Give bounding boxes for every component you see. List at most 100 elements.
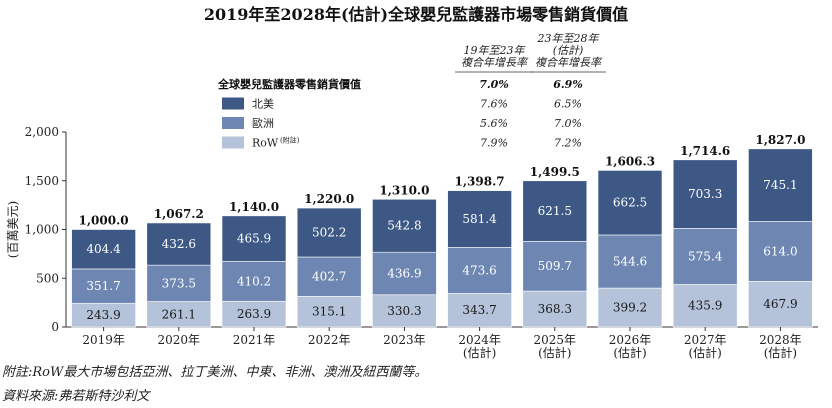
x-tick-label: 2027年 — [684, 333, 727, 347]
cagr-header-2: (估計) — [553, 44, 584, 57]
x-tick-label: 2026年 — [609, 333, 652, 347]
x-tick-label: 2024年 — [458, 333, 501, 347]
bar-segment — [221, 260, 287, 302]
y-tick-label: 1,000 — [25, 223, 59, 237]
bar-value-label: 662.5 — [613, 196, 647, 210]
bar-total-label: 1,714.6 — [680, 144, 730, 158]
x-tick-note: (估計) — [613, 345, 646, 360]
x-tick-label: 2021年 — [233, 333, 276, 347]
bar-value-label: 373.5 — [162, 276, 196, 290]
bar-value-label: 351.7 — [86, 279, 120, 293]
bar-segment — [146, 301, 212, 328]
legend-swatch — [222, 97, 244, 110]
bar-total-label: 1,067.2 — [154, 207, 204, 221]
bar-total-label: 1,140.0 — [229, 200, 279, 214]
y-tick-label: 500 — [36, 271, 59, 285]
bar-segment — [372, 198, 437, 253]
legend-label: RoW — [252, 137, 279, 150]
bar-value-label: 509.7 — [538, 259, 572, 273]
cagr-value-1: 5.6% — [480, 117, 508, 130]
bar-value-label: 315.1 — [312, 305, 346, 319]
bar-chart: 2019年至2028年(估計)全球嬰兒監護器市場零售銷貨價值 (百萬美元) 0 500… — [6, 5, 818, 360]
bar-value-label: 410.2 — [237, 274, 271, 288]
x-tick-note: (估計) — [463, 345, 496, 360]
bar-segment — [597, 170, 663, 236]
bar-value-label: 404.4 — [86, 242, 121, 256]
bar-value-label: 502.2 — [312, 226, 346, 240]
legend-superscript: (附註) — [280, 136, 300, 145]
bar-segment — [522, 241, 588, 292]
cagr-value-2: 7.2% — [554, 137, 582, 150]
bar-segment — [296, 295, 362, 328]
bar-segment — [748, 281, 813, 328]
bar-value-label: 243.9 — [86, 308, 120, 322]
x-tick-label: 2019年 — [82, 333, 125, 347]
bar-value-label: 542.8 — [387, 219, 421, 233]
bar-value-label: 581.4 — [462, 212, 497, 226]
bar-total-label: 1,220.0 — [304, 192, 354, 206]
bar-total-label: 1,310.0 — [379, 183, 429, 197]
bar-segment — [672, 284, 738, 328]
cagr-total-1: 7.0% — [479, 78, 509, 91]
bar-total-label: 1,499.5 — [530, 165, 580, 179]
cagr-header-2: 23年至28年 — [537, 32, 600, 45]
cagr-value-2: 6.5% — [554, 98, 582, 111]
bar-segment — [447, 293, 512, 328]
bar-value-label: 703.3 — [688, 187, 722, 201]
legend-swatch — [222, 136, 244, 149]
cagr-header-2: 複合年增長率 — [535, 56, 603, 69]
cagr-header-1: 複合年增長率 — [461, 56, 529, 69]
bar-value-label: 368.3 — [538, 302, 572, 316]
bar-segment — [146, 222, 212, 266]
x-tick-label: 2022年 — [308, 333, 351, 347]
bar-value-label: 432.6 — [162, 237, 196, 251]
y-tick-label: 0 — [51, 320, 59, 334]
bar-segment — [748, 148, 813, 222]
bar-segment — [748, 221, 813, 282]
bar-value-label: 402.7 — [312, 270, 346, 284]
bar-segment — [447, 247, 512, 294]
footnote-source: 資料來源:弗若斯特沙利文 — [2, 389, 150, 404]
bar-segment — [597, 234, 663, 289]
bar-value-label: 745.1 — [763, 178, 797, 192]
bar-segment — [372, 251, 437, 296]
bar-segment — [447, 190, 512, 248]
x-tick-label: 2023年 — [383, 333, 426, 347]
x-tick-note: (估計) — [764, 345, 797, 360]
legend-title: 全球嬰兒監護器零售銷貨價值 — [217, 77, 361, 91]
legend-swatch — [222, 117, 244, 129]
bar-value-label: 343.7 — [462, 303, 496, 317]
bar-value-label: 614.0 — [763, 244, 797, 258]
bar-value-label: 467.9 — [763, 297, 797, 311]
bar-value-label: 473.6 — [462, 263, 496, 277]
bar-value-label: 621.5 — [538, 204, 572, 218]
bar-value-label: 435.9 — [688, 299, 722, 313]
bar-segment — [296, 256, 362, 297]
bar-value-label: 465.9 — [237, 232, 271, 246]
bar-value-label: 436.9 — [387, 266, 421, 280]
cagr-total-2: 6.9% — [553, 78, 583, 91]
bar-segment — [672, 228, 738, 285]
cagr-value-1: 7.9% — [480, 137, 508, 150]
legend-label: 歐洲 — [252, 116, 274, 130]
footnote-note: 附註:RoW最大市場包括亞洲、拉丁美洲、中東、非洲、澳洲及紐西蘭等。 — [2, 365, 428, 380]
x-tick-note: (估計) — [689, 345, 722, 360]
bar-value-label: 261.1 — [162, 307, 196, 321]
bar-value-label: 263.9 — [237, 307, 271, 321]
bar-value-label: 399.2 — [613, 301, 647, 315]
bar-segment — [221, 215, 287, 262]
x-tick-label: 2025年 — [534, 333, 577, 347]
bar-value-label: 330.3 — [387, 304, 421, 318]
bar-segment — [146, 264, 212, 302]
bar-segment — [71, 229, 136, 270]
bar-value-label: 544.6 — [613, 255, 647, 269]
x-tick-label: 2028年 — [759, 333, 802, 347]
x-tick-label: 2020年 — [158, 333, 201, 347]
bar-total-label: 1,398.7 — [455, 175, 505, 189]
y-axis-label: (百萬美元) — [6, 201, 20, 258]
bar-total-label: 1,000.0 — [79, 214, 129, 228]
bar-segment — [296, 207, 362, 258]
cagr-value-1: 7.6% — [480, 98, 508, 111]
bar-segment — [672, 159, 738, 229]
bar-segment — [522, 180, 588, 242]
